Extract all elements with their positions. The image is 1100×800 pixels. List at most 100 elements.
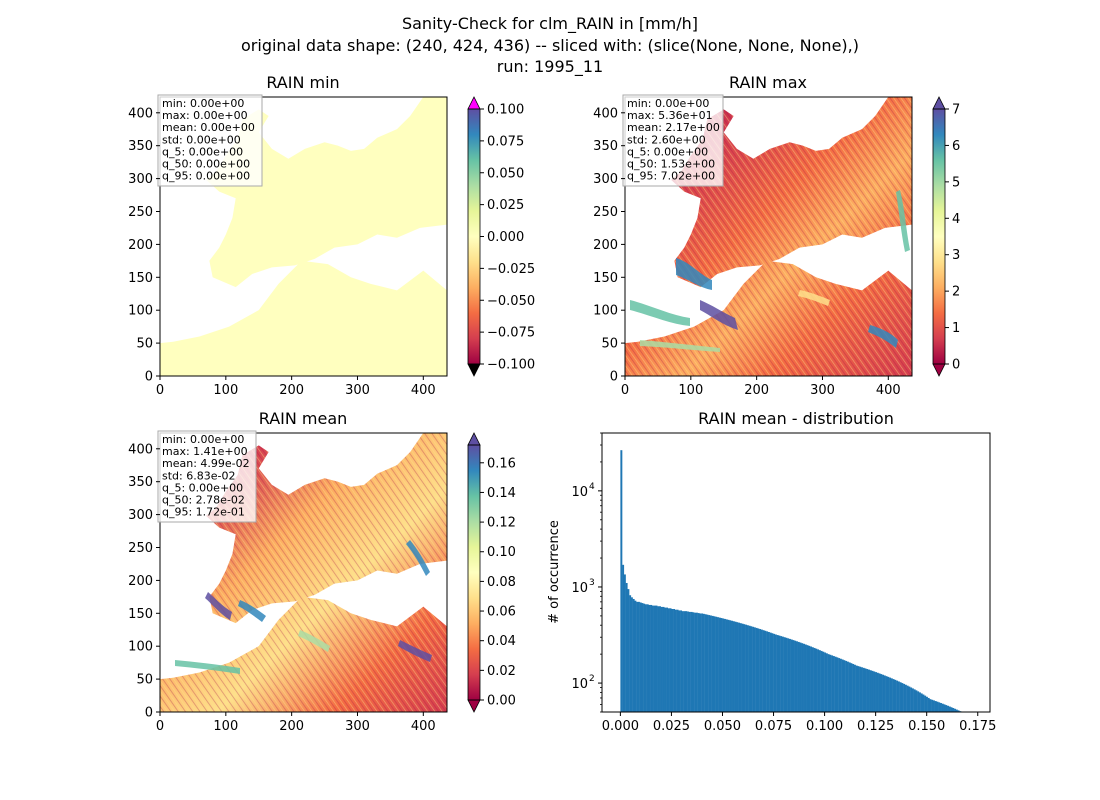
histogram-bar bbox=[955, 709, 958, 712]
histogram-bar bbox=[760, 629, 763, 712]
histogram-bar bbox=[859, 666, 862, 712]
histogram-bar bbox=[723, 618, 726, 712]
stat-line: mean: 2.17e+00 bbox=[627, 121, 720, 134]
stat-line: max: 1.41e+00 bbox=[162, 445, 248, 458]
histogram-bar bbox=[766, 631, 769, 712]
colorbar-tick-label: 0.04 bbox=[487, 634, 516, 649]
y-tick-label: 350 bbox=[593, 139, 618, 154]
histogram-bar bbox=[759, 629, 762, 712]
histogram-bar bbox=[627, 589, 630, 712]
y-axis-label: # of occurrence bbox=[547, 520, 562, 624]
y-tick-label: 300 bbox=[593, 172, 618, 187]
x-tick-label: 200 bbox=[744, 383, 769, 398]
x-axis: 0 100 200 300 400 bbox=[156, 376, 436, 398]
histogram-bar bbox=[811, 647, 814, 712]
histogram-bar bbox=[725, 619, 728, 712]
y-tick-exponent: 4 bbox=[589, 482, 595, 492]
histogram-bar bbox=[644, 604, 647, 712]
x-tick-label: 0.000 bbox=[602, 719, 639, 734]
histogram-bar bbox=[632, 598, 635, 712]
histogram-bar bbox=[755, 627, 758, 712]
y-tick-exponent: 3 bbox=[589, 578, 595, 588]
histogram-bar bbox=[920, 693, 923, 712]
histogram-bar bbox=[769, 632, 772, 712]
histogram-bar bbox=[904, 684, 907, 712]
colorbar-tick-label: −0.025 bbox=[487, 262, 535, 277]
stat-line: q_50: 0.00e+00 bbox=[162, 158, 250, 171]
panel-title: RAIN mean - distribution bbox=[698, 409, 894, 428]
histogram-bar bbox=[709, 615, 712, 712]
colorbar-gradient bbox=[468, 445, 480, 700]
histogram-bar bbox=[855, 665, 858, 712]
histogram-bar bbox=[788, 638, 791, 712]
histogram-bar bbox=[780, 636, 783, 712]
histogram-bar bbox=[643, 603, 646, 712]
x-tick-label: 0 bbox=[621, 383, 629, 398]
histogram-bar bbox=[741, 623, 744, 712]
colorbar: 0.16 0.14 0.12 0.10 0.08 0.06 0.04 0.02 0.00 bbox=[467, 432, 516, 713]
histogram-bar bbox=[910, 687, 913, 712]
histogram-bar bbox=[697, 613, 700, 712]
y-axis: 0 50 100 150 200 250 300 350 400 bbox=[593, 106, 625, 385]
histogram-bar bbox=[722, 618, 725, 712]
histogram-bar bbox=[934, 701, 937, 712]
y-tick-label: 150 bbox=[128, 271, 153, 286]
histogram-bar bbox=[853, 664, 856, 712]
colorbar-tick-label: −0.100 bbox=[487, 358, 535, 373]
histogram-bar bbox=[746, 625, 749, 712]
histogram-bar bbox=[948, 706, 951, 712]
histogram-bar bbox=[834, 656, 837, 712]
x-tick-label: 100 bbox=[213, 719, 238, 734]
colorbar-tick-label: 7 bbox=[952, 103, 960, 118]
histogram-bar bbox=[685, 611, 688, 712]
histogram-bar bbox=[680, 610, 683, 712]
histogram-bar bbox=[745, 624, 748, 712]
histogram-bar bbox=[720, 618, 723, 712]
histogram-bar bbox=[653, 605, 656, 712]
histogram-bar bbox=[625, 582, 628, 712]
histogram-bar bbox=[718, 617, 721, 712]
y-tick-label: 200 bbox=[593, 238, 618, 253]
histogram-bar bbox=[792, 640, 795, 712]
colorbar-tick-label: 0.06 bbox=[487, 605, 516, 620]
histogram-bar bbox=[748, 625, 751, 712]
y-tick-label: 400 bbox=[128, 106, 153, 121]
histogram-bar bbox=[817, 649, 820, 712]
colorbar-tick-label: 0.025 bbox=[487, 198, 524, 213]
y-tick-label: 350 bbox=[128, 475, 153, 490]
colorbar-tick-label: 6 bbox=[952, 139, 960, 154]
x-tick-label: 0.050 bbox=[704, 719, 741, 734]
y-tick-label: 100 bbox=[128, 304, 153, 319]
histogram-bar bbox=[750, 626, 753, 712]
x-tick-label: 0.125 bbox=[857, 719, 894, 734]
histogram-bar bbox=[655, 605, 658, 712]
histogram-bar bbox=[947, 705, 949, 712]
histogram-bar bbox=[841, 659, 844, 712]
histogram-bar bbox=[648, 604, 651, 712]
panel-distribution: RAIN mean - distribution 0.000 0.025 0.050… bbox=[547, 409, 996, 734]
y-axis: 0 50 100 150 200 250 300 350 400 bbox=[128, 106, 160, 385]
histogram-bar bbox=[673, 608, 676, 712]
histogram-bar bbox=[729, 620, 732, 712]
histogram-bar bbox=[954, 708, 957, 712]
histogram-bar bbox=[704, 614, 707, 712]
histogram-bar bbox=[883, 675, 886, 712]
histogram-bar bbox=[936, 701, 939, 712]
histogram-bar bbox=[825, 653, 828, 712]
histogram-bar bbox=[757, 628, 760, 712]
histogram-bar bbox=[925, 696, 928, 712]
y-tick-label: 300 bbox=[128, 508, 153, 523]
histogram-bar bbox=[857, 666, 860, 712]
axes-frame bbox=[159, 96, 448, 377]
histogram-bar bbox=[927, 697, 930, 712]
histogram-bar bbox=[778, 635, 781, 712]
histogram-bar bbox=[695, 612, 698, 712]
histogram-bar bbox=[875, 672, 877, 712]
histogram-bar bbox=[781, 636, 784, 712]
histogram-bar bbox=[620, 450, 623, 712]
stat-line: std: 6.83e-02 bbox=[162, 469, 235, 482]
histogram-bar bbox=[702, 613, 705, 712]
